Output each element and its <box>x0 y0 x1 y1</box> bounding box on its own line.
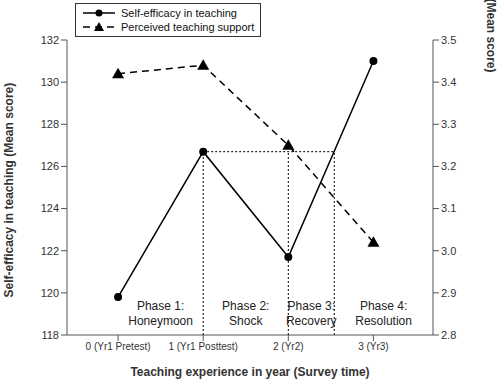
svg-text:Self-efficacy in teaching (Mea: Self-efficacy in teaching (Mean score) <box>8 83 16 298</box>
svg-text:2.9: 2.9 <box>441 287 456 299</box>
svg-text:3.0: 3.0 <box>441 245 456 257</box>
svg-text:Teaching experience in year (S: Teaching experience in year (Survey time… <box>130 365 369 379</box>
svg-text:3.3: 3.3 <box>441 118 456 130</box>
svg-text:124: 124 <box>41 202 59 214</box>
svg-text:118: 118 <box>41 329 59 341</box>
svg-text:3.2: 3.2 <box>441 160 456 172</box>
svg-text:3.4: 3.4 <box>441 76 456 88</box>
svg-text:1 (Yr1 Posttest): 1 (Yr1 Posttest) <box>168 341 237 352</box>
svg-text:132: 132 <box>41 34 59 46</box>
svg-text:3.1: 3.1 <box>441 202 456 214</box>
svg-text:3.5: 3.5 <box>441 34 456 46</box>
svg-text:2.8: 2.8 <box>441 329 456 341</box>
svg-text:Phase 3:Recovery: Phase 3:Recovery <box>286 299 337 328</box>
svg-text:0 (Yr1 Pretest): 0 (Yr1 Pretest) <box>86 341 151 352</box>
html-text:Perceived teaching support: Perceived teaching support <box>121 21 255 33</box>
svg-text:128: 128 <box>41 118 59 130</box>
svg-text:122: 122 <box>41 245 59 257</box>
svg-text:Perceived teaching support (Me: Perceived teaching support (Mean score) <box>484 0 492 73</box>
svg-text:2 (Yr2): 2 (Yr2) <box>273 341 304 352</box>
svg-text:130: 130 <box>41 76 59 88</box>
svg-text:126: 126 <box>41 160 59 172</box>
svg-text:3 (Yr3): 3 (Yr3) <box>358 341 389 352</box>
svg-text:Phase 2:Shock: Phase 2:Shock <box>222 299 269 328</box>
svg-text:120: 120 <box>41 287 59 299</box>
svg-text:Phase 4:Resolution: Phase 4:Resolution <box>355 299 412 328</box>
svg-text:Phase 1:Honeymoon: Phase 1:Honeymoon <box>128 299 193 328</box>
html-text:Self-efficacy in teaching: Self-efficacy in teaching <box>121 7 237 19</box>
